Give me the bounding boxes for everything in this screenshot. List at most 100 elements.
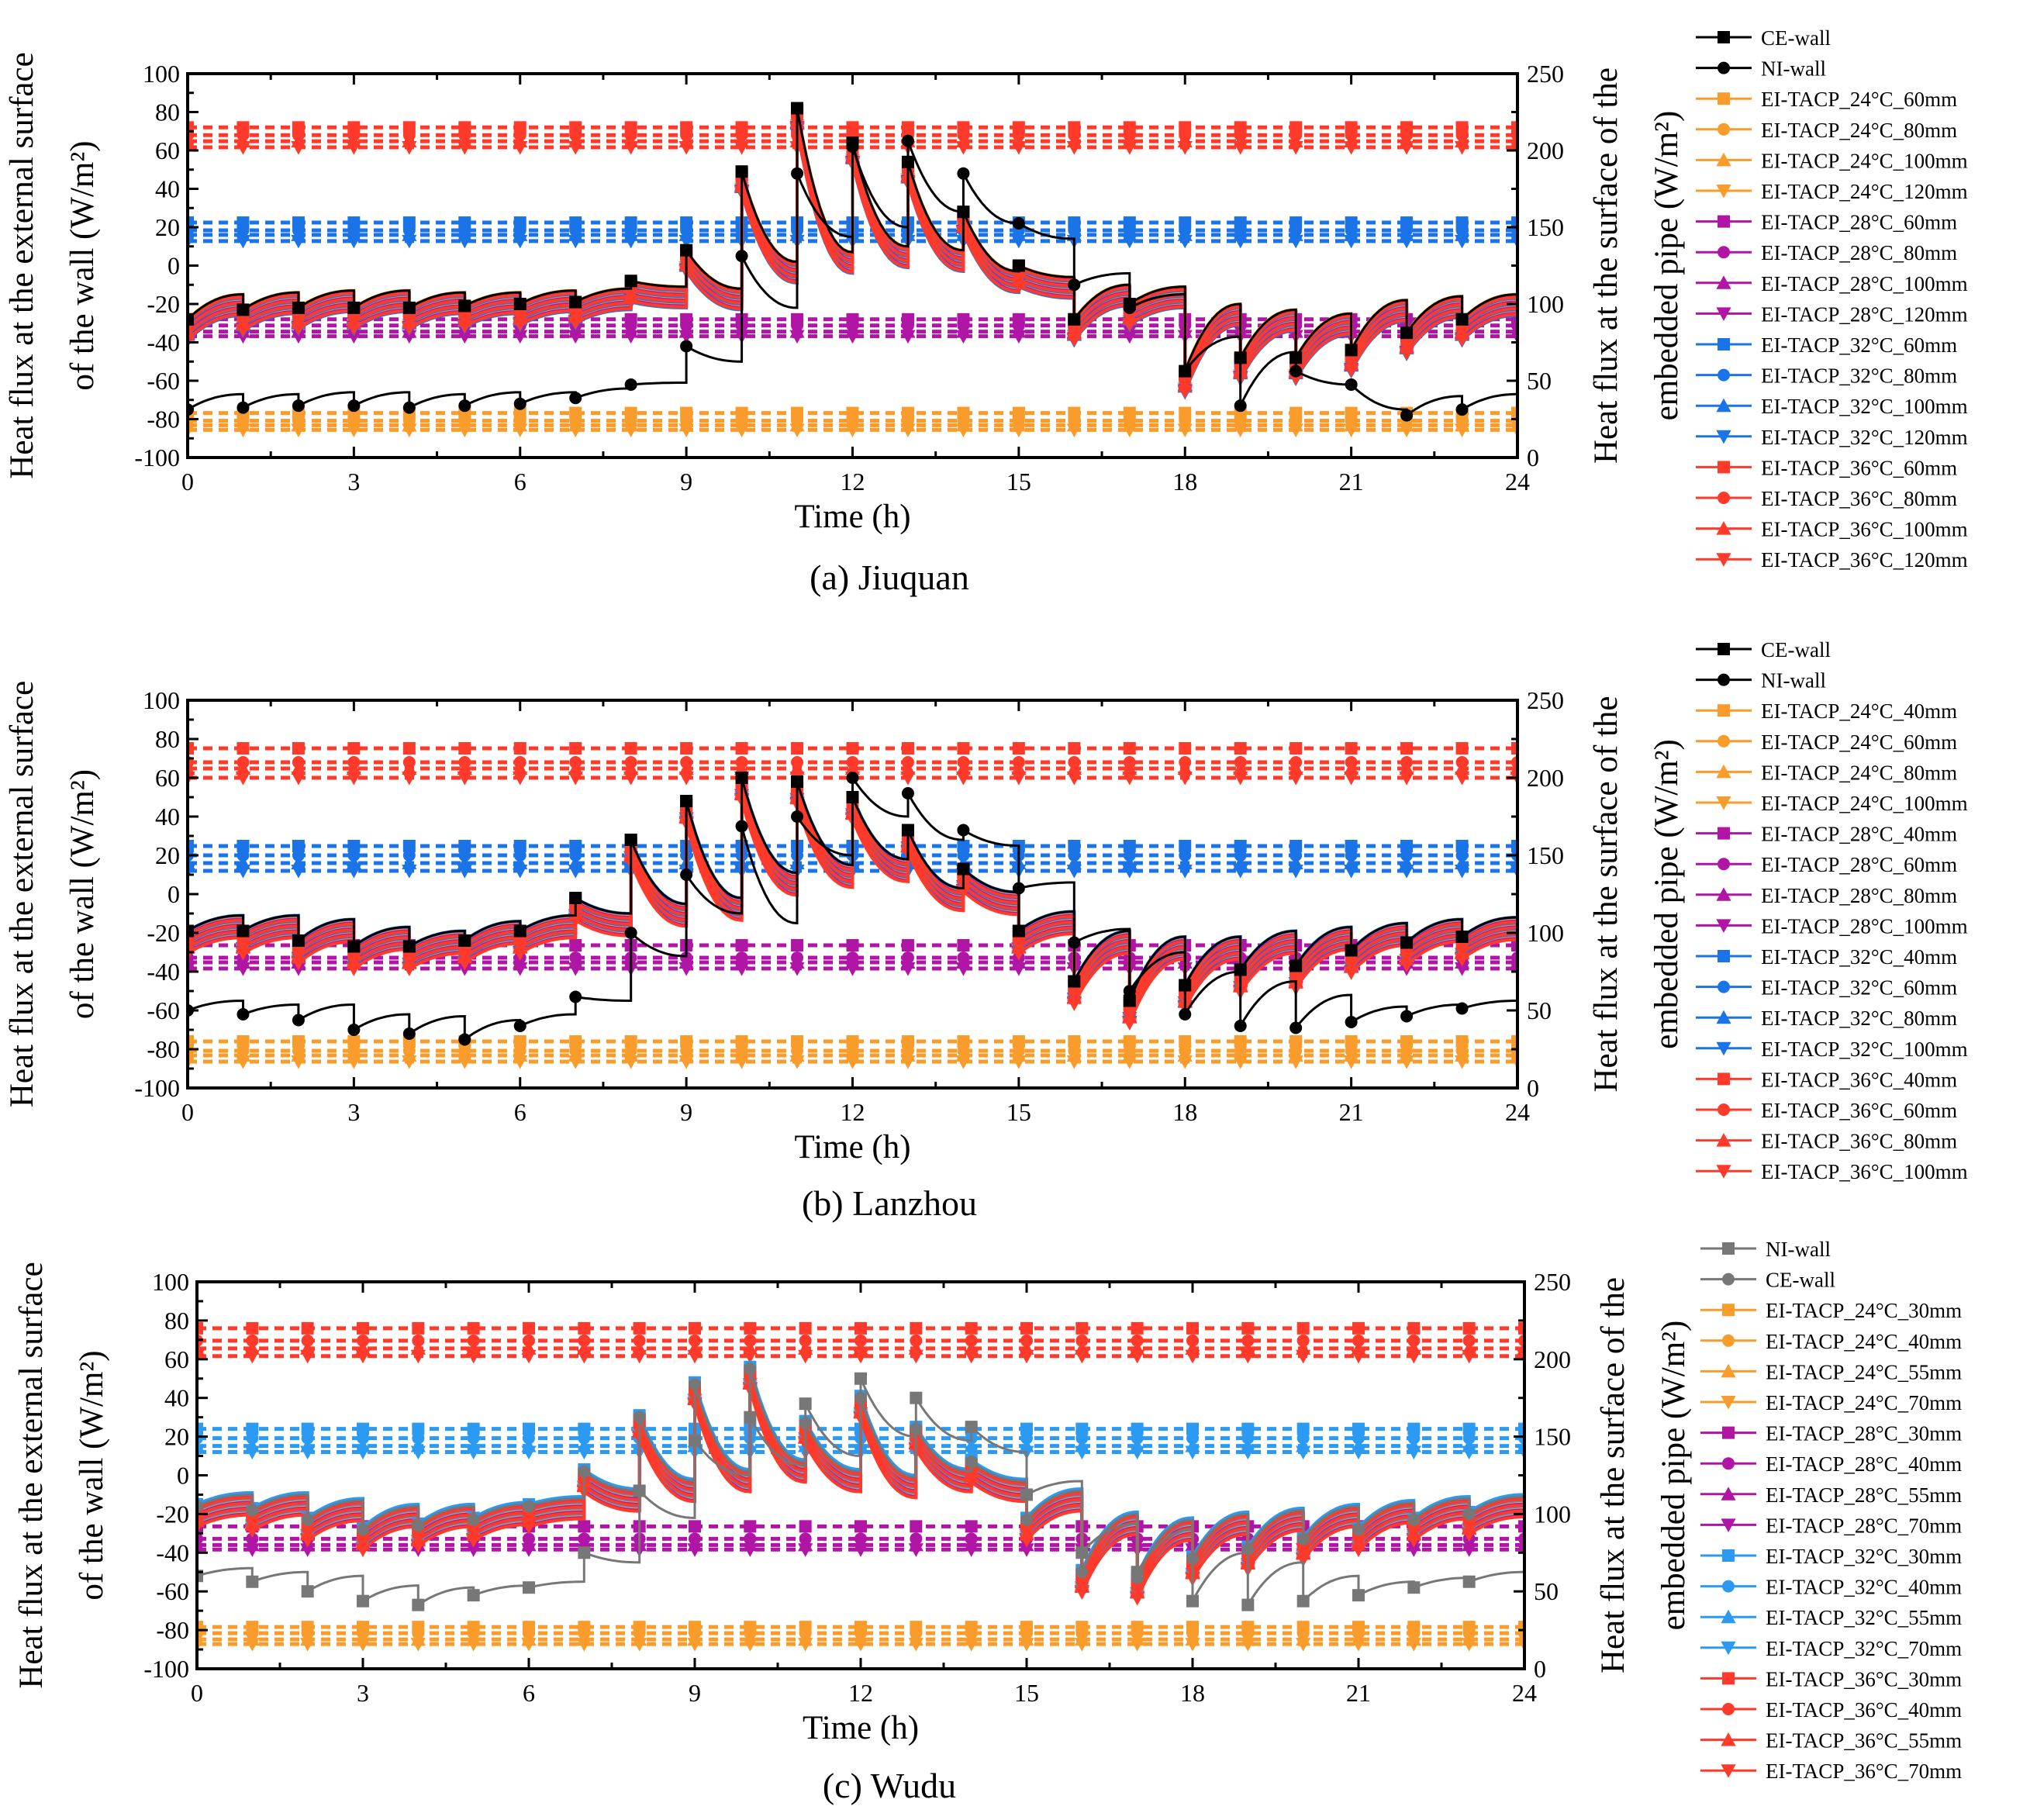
pipe-flux-marker (853, 1638, 868, 1652)
legend-marker (1718, 31, 1730, 43)
pipe-flux-marker (1066, 761, 1082, 775)
legend-item: EI-TACP_32°C_60mm (1696, 976, 1957, 1000)
pipe-flux-marker (576, 1349, 592, 1364)
y-left-tick-label: 80 (155, 725, 180, 753)
legend-item: EI-TACP_36°C_60mm (1696, 456, 1957, 479)
ei-wall-flux-marker (568, 913, 583, 928)
pipe-flux-marker (346, 761, 361, 775)
pipe-flux-marker (789, 962, 805, 976)
reference-wall-flux-marker (513, 298, 526, 310)
legend-label: EI-TACP_28°C_60mm (1761, 211, 1957, 234)
pipe-flux-marker (1122, 761, 1138, 775)
y-left-tick-label: 100 (152, 1268, 189, 1296)
pipe-flux-marker (197, 1638, 205, 1652)
y-left-tick-label: -60 (147, 367, 180, 395)
pipe-flux-marker (523, 1431, 535, 1445)
x-tick-label: 0 (191, 1679, 203, 1707)
pipe-flux-marker (1407, 1422, 1421, 1435)
pipe-flux-marker (1511, 840, 1517, 852)
pipe-flux-marker (965, 1520, 978, 1533)
pipe-flux-marker (1011, 772, 1027, 786)
reference-wall-flux-marker (846, 140, 859, 154)
pipe-flux-marker (188, 761, 195, 775)
legend-item: EI-TACP_32°C_60mm (1696, 333, 1957, 357)
y-right-tick-label: 100 (1534, 1500, 1571, 1528)
legend-item: EI-TACP_36°C_55mm (1700, 1729, 1962, 1753)
legend-item: EI-TACP_24°C_80mm (1696, 761, 1957, 784)
pipe-flux-marker (846, 1035, 859, 1048)
legend-label: EI-TACP_32°C_70mm (1766, 1637, 1962, 1660)
reference-wall-flux-marker (1455, 313, 1469, 326)
reference-wall-flux-marker (1234, 1020, 1247, 1032)
reference-wall-flux-marker (236, 401, 250, 414)
pipe-flux-marker (568, 141, 583, 155)
pipe-flux-marker (1351, 1638, 1366, 1652)
pipe-flux-marker (1233, 761, 1248, 775)
pipe-flux-marker (844, 1055, 861, 1069)
pipe-flux-marker (291, 423, 306, 437)
pipe-flux-marker (1345, 742, 1358, 755)
pipe-flux-marker (412, 1431, 425, 1445)
pipe-flux-marker (799, 1520, 812, 1533)
legend-marker (1721, 1641, 1736, 1656)
reference-wall-flux-marker (236, 303, 250, 316)
legend-marker (1722, 1304, 1735, 1317)
pipe-flux-marker (235, 761, 251, 775)
ei-wall-flux-marker (568, 316, 583, 330)
pipe-flux-marker (955, 761, 972, 775)
pipe-flux-marker (292, 742, 305, 755)
pipe-flux-marker (789, 423, 805, 437)
pipe-flux-marker (633, 1321, 646, 1335)
reference-wall-flux-marker (680, 243, 693, 257)
legend-item: EI-TACP_28°C_55mm (1700, 1483, 1962, 1507)
ei-wall-flux-marker (1399, 958, 1414, 972)
reference-wall-flux-marker (957, 167, 970, 180)
y-right-tick-label: 100 (1527, 919, 1564, 947)
legend-label: EI-TACP_24°C_40mm (1761, 699, 1957, 723)
pipe-flux-marker (742, 1638, 758, 1652)
legend-marker (1716, 1165, 1731, 1179)
pipe-flux-marker (853, 1543, 868, 1557)
legend-item: EI-TACP_28°C_100mm (1696, 914, 1968, 938)
y-left-tick-label: -40 (147, 329, 180, 357)
legend-marker (1716, 521, 1731, 535)
legend-marker (1718, 123, 1730, 136)
pipe-flux-marker (291, 141, 306, 155)
legend-marker (1718, 215, 1730, 228)
legend-item: NI-wall (1696, 57, 1826, 81)
pipe-flux-marker (1296, 1638, 1311, 1652)
pipe-flux-marker (188, 742, 194, 755)
legend: CE-wall NI-wall EI-TACP_24°C_60mm EI-TACP_2… (1696, 26, 1968, 572)
pipe-flux-marker (623, 141, 639, 155)
ei-wall-flux-marker (1011, 279, 1027, 294)
pipe-flux-marker (744, 1334, 757, 1347)
legend-item: EI-TACP_28°C_100mm (1696, 272, 1968, 295)
pipe-flux-marker (1122, 772, 1138, 786)
legend-label: EI-TACP_32°C_60mm (1761, 976, 1957, 1000)
pipe-flux-marker (1296, 1349, 1311, 1364)
pipe-flux-marker (410, 1445, 426, 1460)
pipe-flux-marker (1511, 1035, 1517, 1048)
legend-marker (1722, 1703, 1735, 1715)
pipe-flux-marker (1511, 313, 1517, 326)
pipe-flux-marker (1066, 423, 1082, 437)
pipe-flux-marker (1177, 761, 1193, 775)
pipe-flux-marker (1288, 141, 1303, 155)
pipe-flux-marker (291, 772, 306, 786)
reference-wall-flux-marker (412, 1519, 425, 1532)
ei-wall-flux-marker (1074, 1586, 1089, 1601)
pipe-flux-marker (513, 849, 526, 862)
reference-wall-flux-marker (735, 820, 748, 833)
ei-wall-flux-marker (1066, 997, 1082, 1011)
pipe-flux-marker (844, 962, 861, 976)
legend-item: EI-TACP_28°C_40mm (1700, 1452, 1962, 1476)
chart-panel-2: 0 3 6 9 12 15 18 21 24 -100 -80 -60 -40 -20 0 20 40 60 80 1… (13, 1238, 1962, 1805)
pipe-flux-marker (347, 1035, 361, 1048)
pipe-flux-marker (957, 1035, 970, 1048)
reference-wall-flux-marker (513, 1020, 526, 1032)
x-tick-label: 15 (1006, 1098, 1031, 1126)
reference-wall-flux-marker (680, 795, 693, 807)
pipe-flux-marker (1020, 1422, 1033, 1435)
reference-wall-flux-marker (1075, 1566, 1089, 1579)
pipe-flux-marker (633, 1334, 646, 1347)
